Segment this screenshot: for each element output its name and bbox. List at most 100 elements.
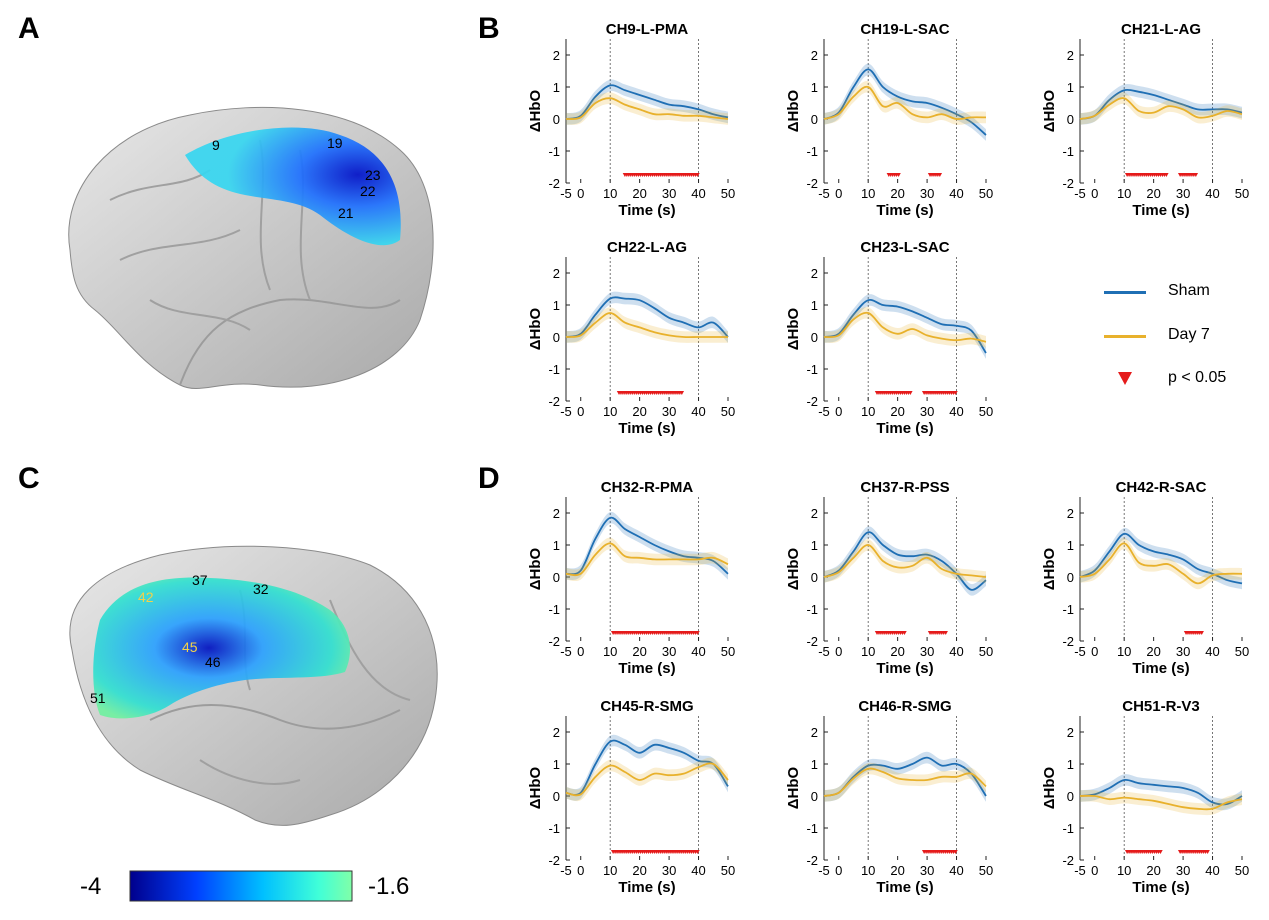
chart-ch37-r-pss: CH37-R-PSS -2 -1 0 1 2 -5 0 10 20 30 40 50 Time (s) ΔH…	[785, 479, 993, 677]
y-tick-label: 2	[811, 506, 818, 521]
x-axis-label: Time (s)	[876, 202, 933, 219]
series-line-day-7	[823, 85, 987, 120]
y-tick-label: 1	[553, 298, 560, 313]
y-tick-label: 0	[553, 789, 560, 804]
series-band-day-7	[566, 307, 728, 343]
y-tick-label: 2	[553, 725, 560, 740]
series-line-sham	[1079, 778, 1243, 806]
panel-label-c: C	[18, 462, 40, 495]
x-axis-label: Time (s)	[1132, 202, 1189, 219]
x-tick-label: 40	[691, 863, 705, 878]
x-axis-label: Time (s)	[876, 420, 933, 437]
x-tick-label: 30	[920, 404, 934, 419]
x-tick-label: 20	[632, 863, 646, 878]
significance-marker	[695, 850, 700, 854]
y-tick-label: 0	[1067, 789, 1074, 804]
x-tick-label: 10	[603, 186, 617, 201]
chart-ch32-r-pma: CH32-R-PMA -2 -1 0 1 2 -5 0 10 20 30 40 50 Time (s) ΔH…	[527, 479, 735, 677]
x-axis-label: Time (s)	[618, 420, 675, 437]
legend-label-sham: Sham	[1168, 282, 1210, 299]
series-band-sham	[1080, 774, 1242, 811]
x-tick-label: 40	[691, 644, 705, 659]
y-tick-label: -1	[548, 362, 560, 377]
significance-marker	[1164, 173, 1169, 177]
y-tick-label: 1	[1067, 80, 1074, 95]
chart-title: CH21-L-AG	[1121, 21, 1201, 38]
x-tick-label: 10	[1117, 644, 1131, 659]
activation-map-a	[185, 127, 401, 246]
x-tick-label: 10	[861, 186, 875, 201]
y-tick-label: -1	[1062, 144, 1074, 159]
series-band-sham	[566, 291, 728, 343]
x-tick-label: 30	[1176, 863, 1190, 878]
chart-ch45-r-smg: CH45-R-SMG -2 -1 0 1 2 -5 0 10 20 30 40 50 Time (s) ΔH…	[527, 698, 735, 896]
x-tick-label: 50	[979, 644, 993, 659]
series-band-sham	[566, 734, 728, 801]
x-axis-label: Time (s)	[1132, 879, 1189, 896]
brain-right-hemisphere: 42 37 32 45 46 51	[69, 545, 438, 826]
colorbar-max-label: -1.6	[368, 873, 410, 900]
y-axis-label: ΔHbO	[527, 547, 544, 590]
series-line-sham	[565, 296, 729, 338]
x-tick-label: 40	[691, 186, 705, 201]
x-tick-label: -5	[1074, 863, 1086, 878]
series-line-sham	[823, 756, 987, 797]
legend-line-day7	[1104, 335, 1146, 338]
x-axis-label: Time (s)	[618, 660, 675, 677]
series-line-sham	[823, 68, 987, 136]
y-tick-label: 2	[553, 266, 560, 281]
y-tick-label: -2	[806, 176, 818, 191]
significance-marker	[908, 391, 913, 395]
x-tick-label: 0	[835, 186, 842, 201]
chart-title: CH9-L-PMA	[606, 21, 689, 38]
y-tick-label: 2	[553, 48, 560, 63]
y-tick-label: 0	[811, 330, 818, 345]
x-tick-label: 50	[721, 186, 735, 201]
y-axis-label: ΔHbO	[527, 766, 544, 809]
x-tick-label: 50	[1235, 644, 1249, 659]
y-tick-label: 1	[553, 757, 560, 772]
y-tick-label: 1	[811, 538, 818, 553]
x-tick-label: 30	[1176, 644, 1190, 659]
y-tick-label: 1	[811, 298, 818, 313]
y-tick-label: -1	[806, 821, 818, 836]
series-band-sham	[824, 294, 986, 359]
x-axis-label: Time (s)	[1132, 660, 1189, 677]
channel-label: 32	[253, 581, 269, 597]
y-tick-label: 2	[1067, 48, 1074, 63]
x-tick-label: 20	[1146, 863, 1160, 878]
x-tick-label: 20	[890, 644, 904, 659]
x-tick-label: 0	[577, 186, 584, 201]
y-tick-label: 1	[553, 538, 560, 553]
significance-marker	[695, 631, 700, 635]
series-band-day-7	[824, 762, 986, 802]
x-axis-label: Time (s)	[618, 879, 675, 896]
x-tick-label: 10	[603, 644, 617, 659]
significance-marker	[1193, 173, 1199, 177]
y-axis-label: ΔHbO	[527, 89, 544, 132]
x-tick-label: 0	[1091, 863, 1098, 878]
x-tick-label: 20	[1146, 644, 1160, 659]
chart-ch9-l-pma: CH9-L-PMA -2 -1 0 1 2 -5 0 10 20 30 40 50 Time (s) ΔHb…	[527, 21, 735, 219]
x-tick-label: 40	[1205, 644, 1219, 659]
chart-title: CH37-R-PSS	[860, 479, 949, 496]
x-tick-label: 30	[662, 863, 676, 878]
y-tick-label: 0	[553, 112, 560, 127]
chart-ch21-l-ag: CH21-L-AG -2 -1 0 1 2 -5 0 10 20 30 40 50 Time (s) ΔHb…	[1041, 21, 1249, 219]
y-tick-label: -2	[548, 634, 560, 649]
chart-title: CH42-R-SAC	[1116, 479, 1207, 496]
chart-ch46-r-smg: CH46-R-SMG -2 -1 0 1 2 -5 0 10 20 30 40 50 Time (s) ΔH…	[785, 698, 993, 896]
x-tick-label: 50	[979, 186, 993, 201]
x-tick-label: 10	[1117, 863, 1131, 878]
series-band-sham	[566, 79, 728, 125]
x-tick-label: 20	[632, 186, 646, 201]
colorbar	[129, 870, 353, 902]
x-tick-label: 30	[662, 404, 676, 419]
chart-legend: Sham Day 7 p < 0.05	[1100, 276, 1260, 396]
x-tick-label: 20	[890, 186, 904, 201]
y-tick-label: 1	[811, 757, 818, 772]
legend-label-day7: Day 7	[1168, 326, 1210, 343]
y-tick-label: 1	[1067, 757, 1074, 772]
x-tick-label: 50	[979, 404, 993, 419]
chart-ch42-r-sac: CH42-R-SAC -2 -1 0 1 2 -5 0 10 20 30 40 50 Time (s) ΔH…	[1041, 479, 1249, 677]
